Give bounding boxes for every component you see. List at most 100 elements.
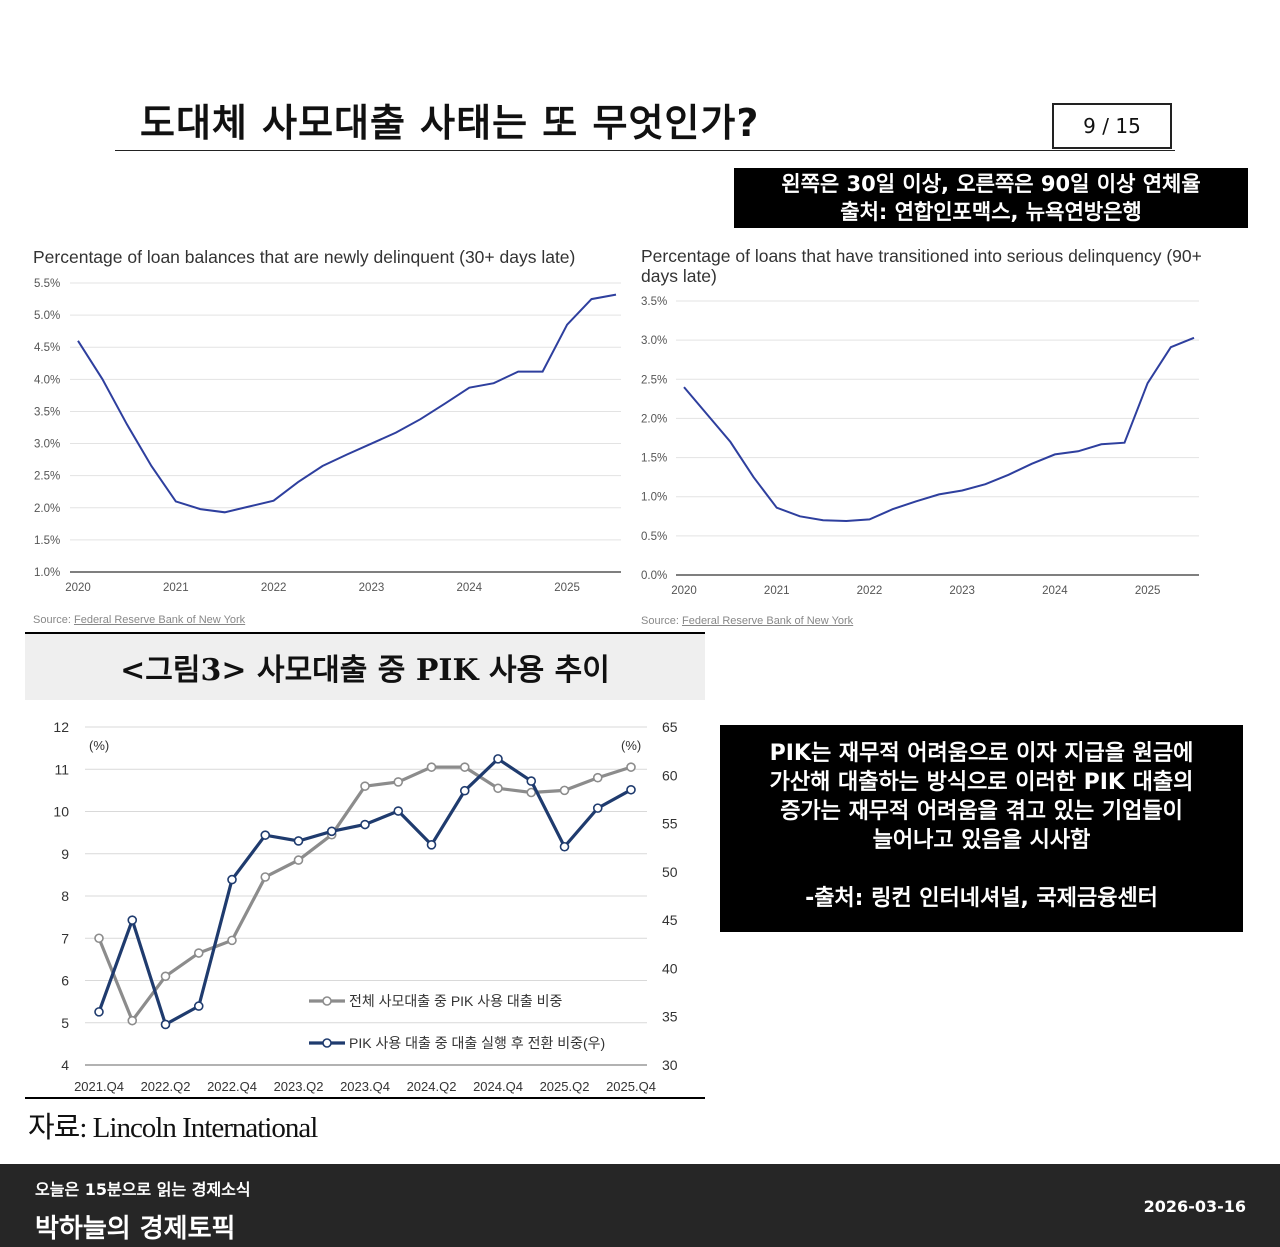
chart1-y-tick-label: 2.0% (34, 503, 60, 515)
chart1-x-tick-label: 2022 (261, 582, 287, 594)
chart3-series-1-point (127, 1015, 138, 1026)
chart3-series-1-point (526, 787, 537, 798)
chart3-right-tick-label: 30 (662, 1057, 678, 1073)
chart1-y-tick-label: 5.0% (34, 310, 60, 322)
chart3-series-2-point (360, 819, 370, 830)
chart3-series-2-point (493, 754, 503, 764)
pik-line-4: 늘어나고 있음을 시사함 (872, 828, 1091, 853)
chart3-x-tick-label: 2023.Q2 (274, 1079, 324, 1094)
chart3-right-tick-label: 55 (662, 816, 678, 832)
chart3-series-1-point (160, 971, 171, 982)
chart1-title: Percentage of loan balances that are new… (33, 247, 576, 267)
chart3-x-tick-label: 2024.Q2 (407, 1079, 457, 1094)
chart1-source: Source: Federal Reserve Bank of New York (33, 614, 245, 626)
footer-bar: 오늘은 15분으로 읽는 경제소식 박하늘의 경제토픽 2026-03-16 (0, 1164, 1280, 1247)
chart1-series-line (77, 293, 617, 514)
chart3-right-tick-label: 40 (662, 960, 678, 976)
footer-brand: 박하늘의 경제토픽 (35, 1214, 236, 1244)
chart2-serious-delinquency: 0.0% 0.5% 1.0% 1.5% 2.0% 2.5% 3.0% 3.5% 2020 2021… (641, 296, 1199, 597)
chart3-series-2-point (227, 874, 237, 885)
title-underline (115, 150, 1175, 151)
chart1-y-tick-label: 3.5% (34, 406, 60, 418)
chart1-y-tick-label: 4.5% (34, 342, 60, 354)
chart3-series-2-point (426, 840, 437, 850)
chart1-x-tick-label: 2025 (554, 582, 580, 594)
chart3-left-tick-label: 10 (53, 804, 69, 820)
chart3-legend-marker-2 (322, 1038, 332, 1048)
figure3-title: <그림3> 사모대출 중 PIK 사용 추이 (25, 632, 705, 700)
chart1-x-tick-label: 2020 (65, 582, 91, 594)
chart1-newly-delinquent: 1.0% 1.5% 2.0% 2.5% 3.0% 3.5% 4.0% 4.5% 5.0% 5.5%… (34, 278, 621, 594)
chart2-y-tick-label: 2.0% (641, 413, 667, 425)
note-line-1: 왼쪽은 30일 이상, 오른쪽은 90일 이상 연체율 (781, 172, 1201, 196)
chart2-y-tick-label: 0.5% (641, 531, 667, 543)
chart3-x-tick-label: 2022.Q4 (207, 1079, 257, 1094)
chart2-x-tick-label: 2025 (1135, 585, 1161, 597)
chart1-y-tick-label: 5.5% (34, 278, 60, 290)
chart2-source-link[interactable]: Federal Reserve Bank of New York (681, 615, 854, 627)
chart2-series-line (683, 336, 1195, 523)
chart3-x-tick-label: 2025.Q4 (606, 1079, 656, 1094)
chart3-series-2-point (160, 1019, 171, 1030)
chart3-series-2-point (193, 1001, 204, 1011)
chart3-series-1-point (360, 781, 370, 791)
chart3-left-tick-label: 11 (54, 761, 69, 777)
note-line-2: 출처: 연합인포맥스, 뉴욕연방은행 (840, 200, 1142, 224)
chart3-series-2-line (97, 756, 632, 1027)
chart1-y-tick-label: 1.5% (34, 535, 60, 547)
chart3-right-unit: (%) (621, 738, 641, 753)
pik-line-2: 가산해 대출하는 방식으로 이러한 PIK 대출의 (769, 770, 1194, 795)
chart3-right-tick-label: 65 (662, 719, 678, 735)
chart1-source-link[interactable]: Federal Reserve Bank of New York (73, 614, 246, 626)
chart3-series-1-point (426, 762, 437, 772)
chart3-legend-label-1: 전체 사모대출 중 PIK 사용 대출 비중 (349, 993, 562, 1009)
chart3-series-1-point (193, 948, 204, 958)
chart3-left-tick-label: 12 (53, 719, 69, 735)
chart3-left-tick-label: 7 (61, 930, 69, 946)
chart2-y-tick-label: 3.0% (641, 335, 667, 347)
chart2-x-tick-label: 2024 (1042, 585, 1068, 597)
chart3-series-1-line (97, 765, 632, 1024)
chart2-x-tick-label: 2022 (857, 585, 883, 597)
chart3-series-1-point (559, 785, 570, 796)
chart1-x-tick-label: 2024 (456, 582, 482, 594)
chart3-series-1-point (459, 762, 470, 772)
chart3-series-2-point (94, 1007, 104, 1017)
chart2-x-tick-label: 2020 (671, 585, 697, 597)
pik-source: -출처: 링컨 인터네셔널, 국제금융센터 (805, 886, 1158, 911)
footer-date: 2026-03-16 (1143, 1197, 1246, 1216)
chart3-series-2-point (127, 915, 138, 925)
chart3-legend-label-2: PIK 사용 대출 중 대출 실행 후 전환 비중(우) (349, 1035, 605, 1051)
chart2-x-tick-label: 2021 (764, 585, 790, 597)
chart3-right-tick-label: 45 (662, 912, 678, 928)
chart1-x-tick-label: 2023 (359, 582, 385, 594)
chart3-series-2-point (293, 836, 304, 846)
chart2-x-tick-label: 2023 (949, 585, 975, 597)
chart3-series-1-point (592, 772, 603, 783)
chart3-left-tick-label: 6 (61, 973, 69, 989)
chart3-series-1-point (393, 777, 404, 787)
figure3-source: 자료: Lincoln International (28, 1112, 318, 1144)
chart1-x-tick-label: 2021 (163, 582, 189, 594)
pik-explanation-box: PIK는 재무적 어려움으로 이자 지급을 원금에 가산해 대출하는 방식으로 … (720, 725, 1243, 932)
chart3-series-2-point (393, 806, 404, 816)
chart3-right-tick-label: 35 (662, 1009, 678, 1025)
chart3-series-1-point (493, 783, 503, 794)
chart3-series-1-point (293, 855, 304, 865)
chart3-left-tick-label: 5 (61, 1015, 69, 1031)
chart2-y-tick-label: 1.0% (641, 492, 667, 504)
chart3-series-1-point (94, 933, 104, 944)
chart1-source-label: Source: (33, 614, 71, 626)
chart3-series-1-point (227, 935, 237, 946)
chart3-x-tick-label: 2024.Q4 (473, 1079, 523, 1094)
chart3-legend-marker-1 (322, 996, 332, 1006)
chart3-x-tick-label: 2022.Q2 (141, 1079, 191, 1094)
chart3-right-tick-label: 50 (662, 864, 678, 880)
chart2-y-tick-label: 3.5% (641, 296, 667, 308)
chart2-source-label: Source: (641, 615, 679, 627)
chart3-series-1-point (626, 762, 636, 772)
chart3-series-2-point (260, 830, 271, 840)
chart3-series-2-point (326, 826, 337, 837)
chart3-left-tick-label: 8 (61, 888, 69, 904)
